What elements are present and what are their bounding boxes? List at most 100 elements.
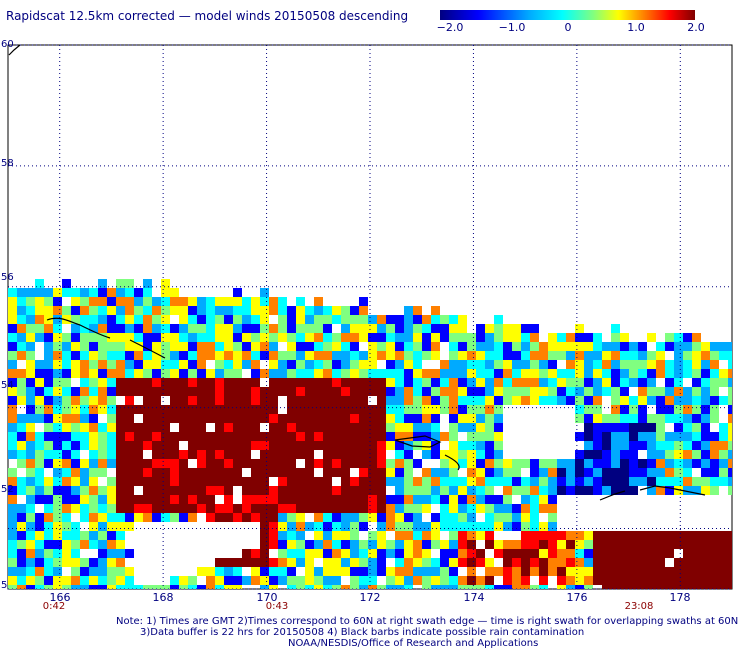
wind-cell bbox=[314, 360, 323, 369]
wind-cell bbox=[395, 540, 404, 549]
wind-cell bbox=[449, 495, 458, 504]
wind-cell bbox=[242, 396, 251, 405]
wind-cell bbox=[710, 387, 719, 396]
wind-cell bbox=[161, 450, 170, 459]
wind-cell bbox=[269, 459, 278, 468]
wind-cell bbox=[287, 315, 296, 324]
wind-cell bbox=[62, 522, 71, 531]
wind-cell bbox=[269, 567, 278, 576]
wind-cell bbox=[431, 558, 440, 567]
wind-cell bbox=[683, 576, 692, 585]
wind-cell bbox=[179, 333, 188, 342]
wind-cell bbox=[494, 315, 503, 324]
wind-cell bbox=[458, 405, 467, 414]
wind-cell bbox=[575, 351, 584, 360]
wind-cell bbox=[188, 513, 197, 522]
wind-cell bbox=[512, 576, 521, 585]
wind-cell bbox=[44, 432, 53, 441]
wind-cell bbox=[215, 342, 224, 351]
wind-cell bbox=[8, 342, 17, 351]
wind-cell bbox=[404, 306, 413, 315]
wind-cell bbox=[62, 360, 71, 369]
wind-cell bbox=[665, 567, 674, 576]
wind-cell bbox=[224, 423, 233, 432]
wind-cell bbox=[620, 405, 629, 414]
wind-cell bbox=[395, 486, 404, 495]
wind-cell bbox=[449, 387, 458, 396]
wind-cell bbox=[350, 423, 359, 432]
wind-cell bbox=[719, 450, 728, 459]
wind-cell bbox=[170, 342, 179, 351]
wind-cell bbox=[440, 387, 449, 396]
wind-cell bbox=[413, 369, 422, 378]
wind-cell bbox=[386, 324, 395, 333]
wind-cell bbox=[332, 432, 341, 441]
wind-cell bbox=[485, 441, 494, 450]
wind-cell bbox=[287, 351, 296, 360]
wind-cell bbox=[521, 522, 530, 531]
wind-cell bbox=[530, 459, 539, 468]
wind-cell bbox=[134, 441, 143, 450]
wind-cell bbox=[224, 504, 233, 513]
wind-cell bbox=[395, 378, 404, 387]
wind-cell bbox=[539, 360, 548, 369]
wind-cell bbox=[431, 585, 440, 589]
wind-cell bbox=[692, 486, 701, 495]
wind-cell bbox=[233, 342, 242, 351]
wind-cell bbox=[350, 351, 359, 360]
wind-cell bbox=[179, 396, 188, 405]
wind-cell bbox=[584, 396, 593, 405]
wind-cell bbox=[359, 378, 368, 387]
wind-cell bbox=[467, 396, 476, 405]
wind-cell bbox=[377, 468, 386, 477]
wind-cell bbox=[413, 414, 422, 423]
wind-cell bbox=[71, 558, 80, 567]
wind-cell bbox=[431, 333, 440, 342]
wind-cell bbox=[107, 540, 116, 549]
wind-cell bbox=[368, 540, 377, 549]
wind-cell bbox=[449, 477, 458, 486]
wind-cell bbox=[305, 585, 314, 589]
wind-cell bbox=[233, 513, 242, 522]
wind-cell bbox=[584, 468, 593, 477]
wind-cell bbox=[305, 414, 314, 423]
wind-cell bbox=[188, 333, 197, 342]
wind-cell bbox=[692, 333, 701, 342]
wind-cell bbox=[683, 486, 692, 495]
wind-cell bbox=[233, 441, 242, 450]
wind-cell bbox=[278, 369, 287, 378]
wind-cell bbox=[161, 468, 170, 477]
wind-cell bbox=[521, 459, 530, 468]
wind-cell bbox=[368, 585, 377, 589]
wind-cell bbox=[260, 324, 269, 333]
wind-cell bbox=[242, 486, 251, 495]
wind-cell bbox=[62, 513, 71, 522]
wind-cell bbox=[260, 540, 269, 549]
wind-cell bbox=[17, 414, 26, 423]
wind-cell bbox=[71, 522, 80, 531]
wind-cell bbox=[53, 432, 62, 441]
wind-cell bbox=[233, 387, 242, 396]
wind-cell bbox=[350, 522, 359, 531]
wind-cell bbox=[485, 531, 494, 540]
wind-cell bbox=[260, 369, 269, 378]
wind-cell bbox=[305, 369, 314, 378]
wind-cell bbox=[368, 558, 377, 567]
wind-cell bbox=[620, 558, 629, 567]
wind-cell bbox=[692, 540, 701, 549]
wind-cell bbox=[152, 414, 161, 423]
wind-cell bbox=[467, 549, 476, 558]
wind-cell bbox=[80, 360, 89, 369]
wind-cell bbox=[422, 414, 431, 423]
wind-cell bbox=[242, 495, 251, 504]
wind-cell bbox=[602, 378, 611, 387]
wind-cell bbox=[377, 549, 386, 558]
wind-cell bbox=[359, 504, 368, 513]
wind-cell bbox=[575, 360, 584, 369]
wind-cell bbox=[485, 468, 494, 477]
wind-cell bbox=[350, 450, 359, 459]
wind-cell bbox=[674, 405, 683, 414]
wind-cell bbox=[296, 432, 305, 441]
wind-cell bbox=[152, 315, 161, 324]
wind-cell bbox=[521, 342, 530, 351]
